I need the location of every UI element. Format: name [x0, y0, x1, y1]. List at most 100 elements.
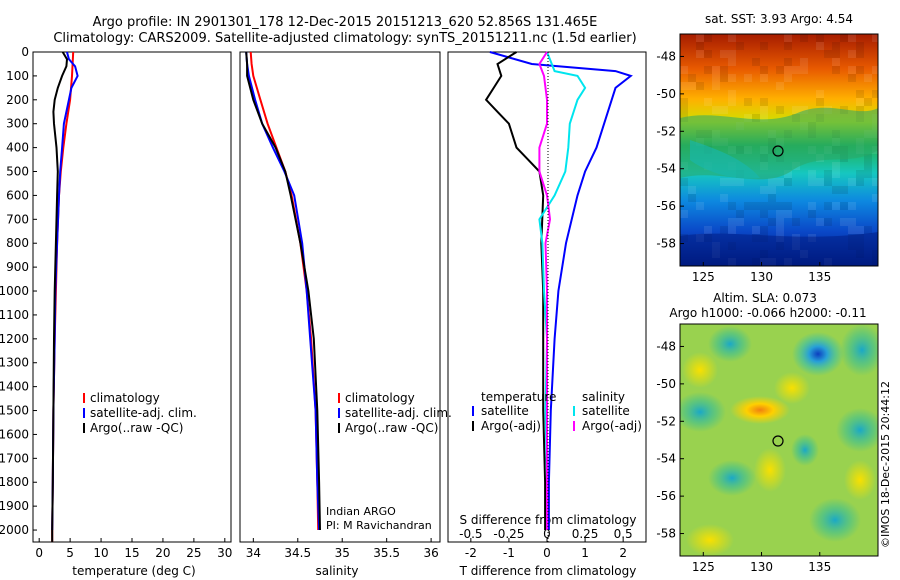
figure-title-line2: Climatology: CARS2009. Satellite-adjuste…: [53, 31, 636, 46]
temperature-legend: climatology satellite-adj. clim. Argo(..…: [83, 391, 197, 435]
x-tick-label: 5: [66, 546, 74, 560]
x-tick-label-top: -0.25: [493, 527, 524, 541]
series-line-satellite-adj-clim-: [245, 51, 321, 531]
float-pi-note: PI: M Ravichandran: [326, 519, 432, 532]
series-line-satellite-adj-clim-: [51, 51, 79, 531]
depth-tick-label: 0: [21, 45, 29, 59]
depth-tick-label: 400: [6, 141, 29, 155]
depth-tick-label: 700: [6, 212, 29, 226]
legend-title-temperature: temperature: [481, 390, 556, 404]
legend-label-s-satellite: satellite: [582, 404, 630, 418]
series-line-argo-adj-: [538, 51, 552, 530]
legend-label-satellite: satellite-adj. clim.: [90, 406, 197, 420]
difference-xlabel-bottom: T difference from climatology: [459, 564, 637, 578]
x-tick-label: 15: [124, 546, 139, 560]
x-tick-label: 35: [335, 546, 350, 560]
sst-map-frame: [679, 33, 879, 267]
series-line-satellite: [489, 51, 633, 530]
legend-label-climatology: climatology: [90, 391, 160, 405]
difference-legend: temperature satellite Argo(-adj) salinit…: [472, 390, 642, 433]
depth-axis: 0 100 200 300 400 500 600 700 800 900 1000 1100 1200…: [0, 45, 37, 537]
salinity-legend: climatology satellite-adj. clim. Argo(..…: [338, 391, 452, 435]
x-tick-label: 30: [217, 546, 232, 560]
depth-tick-label: 600: [6, 188, 29, 202]
depth-tick-label: 1400: [0, 380, 29, 394]
salinity-xlabel: salinity: [315, 564, 358, 578]
sla-map: [680, 324, 878, 556]
map-y-tick-label: -56: [656, 199, 676, 213]
depth-tick-label: 300: [6, 117, 29, 131]
series-line-argo-adj-: [484, 51, 547, 530]
depth-tick-label: 2000: [0, 523, 29, 537]
map-y-tick-label: -58: [656, 237, 676, 251]
sst-map-title: sat. SST: 3.93 Argo: 4.54: [705, 12, 853, 26]
figure-title-line1: Argo profile: IN 2901301_178 12-Dec-2015…: [93, 15, 598, 30]
map-y-tick-label: -48: [656, 49, 676, 63]
map-x-tick-label: 135: [808, 560, 831, 574]
map-x-tick-label: 130: [750, 560, 773, 574]
sst-map-axes: -48 -50 -52 -54 -56 -58 125 130 135: [656, 49, 831, 284]
argo-position-marker-sla: [772, 435, 784, 447]
imos-timestamp: ©IMOS 18-Dec-2015 20:44:12: [879, 381, 892, 548]
legend-title-salinity: salinity: [582, 390, 625, 404]
depth-tick-label: 1500: [0, 404, 29, 418]
salinity-x-ticks: 34 34.5 35 35.5 36: [246, 538, 439, 560]
depth-tick-label: 1300: [0, 356, 29, 370]
map-x-tick-label: 130: [750, 270, 773, 284]
salinity-panel-frame: [239, 51, 441, 543]
float-program-note: Indian ARGO: [326, 505, 396, 518]
depth-tick-label: 1200: [0, 332, 29, 346]
sst-map: [680, 34, 878, 266]
map-x-tick-label: 125: [692, 560, 715, 574]
depth-tick-label: 1900: [0, 499, 29, 513]
temperature-x-ticks: 0 5 10 15 20 25 30: [35, 538, 232, 560]
sla-map-subtitle: Argo h1000: -0.066 h2000: -0.11: [669, 306, 866, 320]
depth-tick-label: 900: [6, 260, 29, 274]
map-y-tick-label: -52: [656, 124, 676, 138]
legend-label-satellite: satellite-adj. clim.: [345, 406, 452, 420]
temperature-xlabel: temperature (deg C): [72, 564, 195, 578]
depth-tick-label: 800: [6, 236, 29, 250]
x-tick-label-top: 0.25: [572, 527, 599, 541]
legend-label-t-satellite: satellite: [481, 404, 529, 418]
depth-tick-label: 1800: [0, 475, 29, 489]
x-tick-label: 36: [423, 546, 438, 560]
temperature-panel-frame: [32, 51, 232, 543]
legend-label-argo: Argo(..raw -QC): [345, 421, 438, 435]
x-tick-label: 1: [581, 546, 589, 560]
depth-tick-label: 500: [6, 165, 29, 179]
map-y-tick-label: -58: [656, 527, 676, 541]
sla-map-title: Altim. SLA: 0.073: [713, 291, 817, 305]
x-tick-label: 0: [35, 546, 43, 560]
map-y-tick-label: -50: [656, 377, 676, 391]
legend-label-argo: Argo(..raw -QC): [90, 421, 183, 435]
argo-position-marker-sst: [772, 145, 784, 157]
map-x-tick-label: 125: [692, 270, 715, 284]
profile-lines: [51, 51, 633, 542]
depth-tick-label: 1100: [0, 308, 29, 322]
difference-x-ticks: -2 -1 0 1 2 -0.5 -0.25 0 0.25 0.5: [459, 527, 633, 560]
depth-tick-label: 1600: [0, 427, 29, 441]
map-y-tick-label: -52: [656, 414, 676, 428]
legend-label-t-argo: Argo(-adj): [481, 419, 541, 433]
x-tick-label: -2: [465, 546, 477, 560]
map-y-tick-label: -50: [656, 87, 676, 101]
map-x-tick-label: 135: [808, 270, 831, 284]
depth-tick-label: 1700: [0, 451, 29, 465]
map-y-tick-label: -48: [656, 339, 676, 353]
map-y-tick-label: -54: [656, 452, 676, 466]
depth-tick-label: 1000: [0, 284, 29, 298]
sla-map-frame: [679, 323, 879, 557]
x-tick-label-top: -0.5: [459, 527, 482, 541]
x-tick-label-top: 0: [543, 527, 551, 541]
x-tick-label: 20: [155, 546, 170, 560]
x-tick-label: 0: [543, 546, 551, 560]
series-line-argo-raw-qc-: [245, 51, 321, 531]
x-tick-label: 34.5: [284, 546, 311, 560]
series-line-argo-raw-qc-: [51, 51, 69, 542]
legend-label-s-argo: Argo(-adj): [582, 419, 642, 433]
depth-tick-label: 100: [6, 69, 29, 83]
x-tick-label: 25: [186, 546, 201, 560]
depth-tick-label: 200: [6, 93, 29, 107]
x-tick-label: 34: [246, 546, 261, 560]
